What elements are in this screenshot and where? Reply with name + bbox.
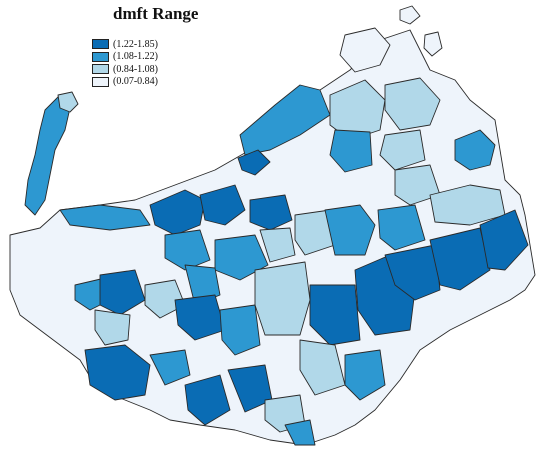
region-southeast-5 (479, 209, 529, 271)
legend-item: (1.08-1.22) (92, 51, 158, 64)
region-central-3 (249, 194, 293, 231)
region-island-ne-2 (399, 5, 421, 25)
region-central-1 (149, 189, 206, 236)
region-central-7 (294, 209, 336, 256)
region-southwest-1 (84, 344, 151, 401)
legend-label: (1.22-1.85) (113, 38, 158, 50)
region-central-2 (199, 184, 246, 226)
region-south-4 (284, 419, 316, 446)
region-southeast-3 (384, 244, 441, 301)
legend-swatch (92, 51, 109, 62)
region-north-center-4 (379, 129, 426, 171)
region-north-center-2 (384, 77, 441, 131)
region-north-center-3 (329, 129, 373, 173)
legend-swatch (92, 76, 109, 87)
region-central-8 (324, 204, 376, 256)
legend-label: (1.08-1.22) (113, 51, 158, 63)
legend: (1.22-1.85) (1.08-1.22) (0.84-1.08) (0.0… (92, 38, 158, 88)
region-south-central-3 (344, 349, 386, 401)
region-central-5 (214, 234, 269, 281)
region-south-1 (184, 374, 231, 426)
region-south-central-1 (254, 261, 311, 336)
region-west-2 (99, 269, 146, 316)
region-central-4 (164, 229, 211, 271)
legend-item: (0.84-1.08) (92, 63, 158, 76)
region-north-center-1 (329, 79, 386, 141)
region-south-central-2 (299, 339, 346, 396)
region-west-5 (184, 264, 221, 306)
region-island-ne-1 (339, 27, 391, 73)
region-southeast-4 (429, 227, 491, 291)
region-island-ne-3 (423, 31, 443, 57)
legend-label: (0.07-0.84) (113, 76, 158, 88)
region-north-band-2 (237, 149, 271, 176)
region-southeast-1 (309, 284, 361, 346)
region-islet-nw (57, 91, 79, 113)
legend-label: (0.84-1.08) (113, 63, 158, 75)
region-northwest-peninsula (24, 94, 71, 216)
region-west-4 (144, 279, 186, 319)
legend-swatch (92, 64, 109, 75)
region-central-6 (259, 227, 296, 263)
map-title: dmft Range (113, 4, 199, 23)
region-southwest-2 (149, 349, 191, 386)
legend-swatch (92, 39, 109, 50)
region-ne-coast (454, 129, 496, 171)
region-southwest-3 (174, 294, 226, 341)
region-southwest-4 (219, 304, 261, 356)
legend-item: (0.07-0.84) (92, 76, 158, 89)
legend-item: (1.22-1.85) (92, 38, 158, 51)
region-west-3 (94, 309, 131, 346)
region-central-9 (377, 204, 426, 251)
region-north-strip (59, 204, 151, 231)
region-east-center-1 (394, 164, 441, 206)
